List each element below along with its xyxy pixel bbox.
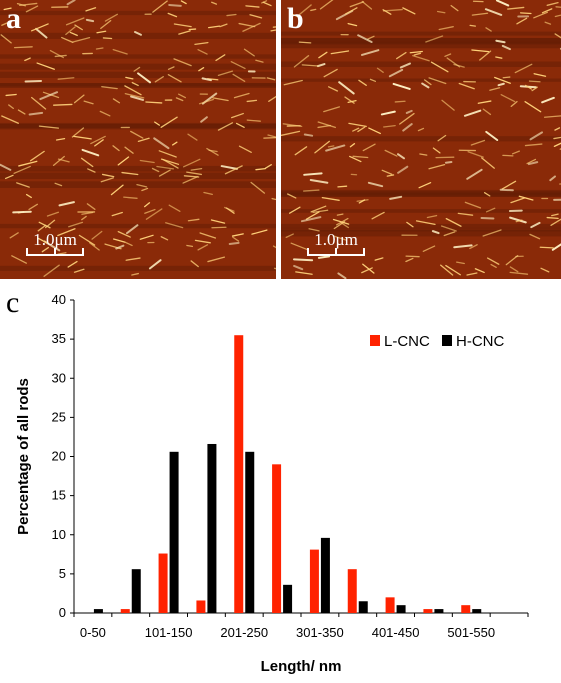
afm-image-a: a 1.0μm — [0, 0, 276, 279]
bar-l-cnc-151-200 — [196, 600, 206, 613]
bar-l-cnc-51-100 — [120, 609, 130, 613]
x-tick-label: 501-550 — [447, 625, 495, 640]
y-tick-label: 30 — [52, 370, 66, 385]
legend-label-l-cnc: L-CNC — [384, 333, 430, 350]
bar-h-cnc-51-100 — [131, 569, 141, 613]
bar-h-cnc-101-150 — [169, 451, 179, 613]
bar-h-cnc-0-50 — [93, 609, 103, 613]
bar-l-cnc-201-250 — [234, 335, 244, 613]
scale-bar-b: 1.0μm — [307, 230, 365, 258]
bar-l-cnc-301-350 — [309, 549, 319, 613]
bar-l-cnc-251-300 — [272, 464, 282, 613]
bar-h-cnc-351-400 — [358, 601, 368, 613]
bar-l-cnc-351-400 — [347, 569, 357, 613]
bar-l-cnc-401-450 — [385, 597, 395, 613]
bar-h-cnc-501-550 — [472, 609, 482, 613]
y-tick-label: 40 — [52, 292, 66, 307]
bar-h-cnc-251-300 — [283, 584, 293, 613]
bar-l-cnc-451-500 — [423, 609, 433, 613]
x-tick-label: 101-150 — [145, 625, 193, 640]
y-tick-label: 25 — [52, 409, 66, 424]
y-tick-label: 10 — [52, 527, 66, 542]
y-tick-label: 0 — [59, 605, 66, 620]
afm-rods-b — [281, 0, 561, 279]
x-tick-label: 0-50 — [80, 625, 106, 640]
y-tick-label: 15 — [52, 488, 66, 503]
scale-bar-a: 1.0μm — [26, 230, 84, 258]
bar-h-cnc-401-450 — [396, 605, 406, 613]
bar-h-cnc-301-350 — [320, 537, 330, 613]
x-axis-label: Length/ nm — [261, 658, 342, 675]
bar-l-cnc-501-550 — [461, 605, 471, 613]
afm-rods-a — [0, 0, 276, 277]
legend-swatch-l-cnc — [370, 335, 380, 346]
x-tick-label: 301-350 — [296, 625, 344, 640]
scale-bar-label-a: 1.0μm — [33, 230, 77, 249]
panel-label-b: b — [287, 2, 304, 35]
legend-swatch-h-cnc — [442, 335, 452, 346]
bar-h-cnc-451-500 — [434, 609, 444, 613]
y-tick-label: 35 — [52, 331, 66, 346]
legend-label-h-cnc: H-CNC — [456, 333, 504, 350]
bar-h-cnc-201-250 — [245, 451, 255, 613]
x-tick-label: 401-450 — [372, 625, 420, 640]
y-tick-label: 5 — [59, 566, 66, 581]
x-tick-label: 201-250 — [220, 625, 268, 640]
afm-image-b: b 1.0μm — [281, 0, 561, 279]
scale-bar-label-b: 1.0μm — [314, 230, 358, 249]
histogram-chart: 0 5 10 15 20 25 30 35 40 0-50 101-150 201-250 301-35… — [15, 292, 529, 675]
bar-h-cnc-151-200 — [207, 443, 217, 613]
bar-l-cnc-101-150 — [158, 553, 168, 613]
panel-label-a: a — [6, 2, 21, 35]
y-tick-label: 20 — [52, 449, 66, 464]
y-axis-label: Percentage of all rods — [15, 378, 32, 535]
panel-label-c: c — [6, 286, 20, 319]
